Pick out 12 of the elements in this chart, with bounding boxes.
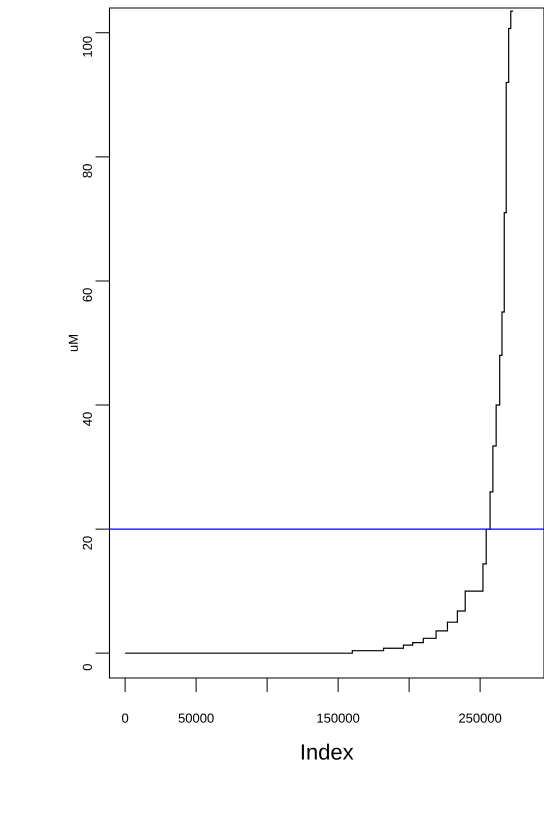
y-tick-label: 0	[82, 664, 92, 670]
y-tick-label: 100	[82, 36, 92, 57]
y-tick-label: 80	[82, 164, 92, 178]
x-tick-label: 50000	[178, 714, 214, 723]
y-axis-title: uM	[68, 335, 78, 352]
x-axis-title: Index	[302, 744, 354, 760]
y-tick-label: 40	[82, 412, 92, 426]
x-tick-label: 250000	[459, 714, 502, 723]
x-tick-label: 0	[122, 714, 128, 723]
y-tick-label: 20	[82, 536, 92, 550]
y-tick-label: 60	[82, 288, 92, 302]
x-tick-label: 150000	[317, 714, 360, 723]
